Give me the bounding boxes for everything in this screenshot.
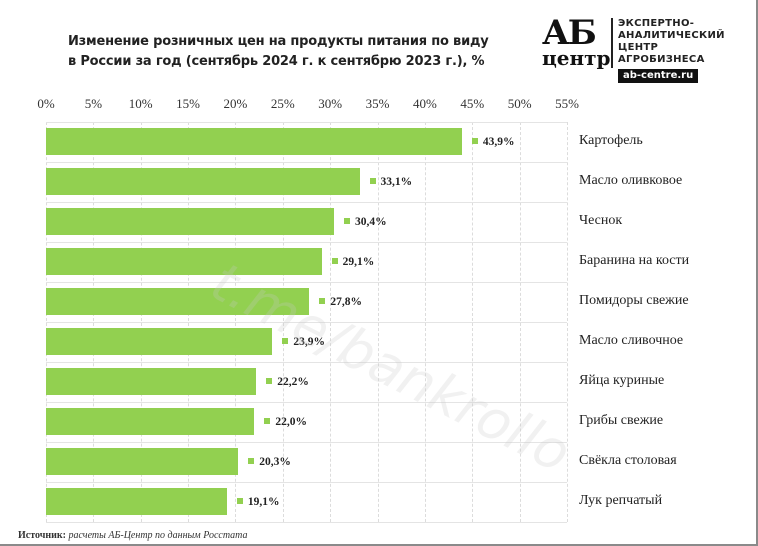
- x-axis-tick-label: 5%: [84, 96, 103, 111]
- data-label: 30,4%: [343, 215, 387, 229]
- legend-marker-icon: [264, 418, 271, 424]
- logo-text-line: АГРОБИЗНЕСА: [618, 54, 705, 65]
- bar: [46, 208, 334, 235]
- x-axis-tick-label: 10%: [128, 96, 153, 111]
- bar: [46, 408, 255, 435]
- logo-text-line: ЦЕНТР: [618, 42, 659, 53]
- gridline-horizontal: [46, 202, 567, 203]
- category-label: Масло оливковое: [579, 173, 683, 188]
- x-axis-tick-label: 40%: [412, 96, 437, 111]
- data-label-text: 29,1%: [342, 256, 375, 268]
- bar: [46, 168, 360, 195]
- data-label: 22,2%: [266, 375, 309, 389]
- source-note: Источник: расчеты АБ-Центр по данным Рос…: [18, 530, 248, 541]
- gridline-horizontal: [46, 402, 567, 403]
- gridline-horizontal: [46, 442, 567, 443]
- bar: [46, 288, 310, 315]
- x-axis-tick-label: 25%: [270, 96, 295, 111]
- data-label: 19,1%: [236, 495, 280, 509]
- data-label-text: 30,4%: [354, 216, 387, 228]
- data-label-text: 22,2%: [277, 376, 309, 388]
- data-label: 20,3%: [248, 455, 291, 469]
- category-label: Чеснок: [579, 213, 623, 228]
- category-label: Яйца куриные: [579, 373, 665, 388]
- category-label: Лук репчатый: [579, 493, 663, 508]
- legend-marker-icon: [343, 218, 350, 224]
- logo-url: ab-centre.ru: [618, 69, 699, 83]
- bar: [46, 368, 257, 395]
- gridline-horizontal: [46, 362, 567, 363]
- x-axis-tick-label: 15%: [176, 96, 200, 111]
- bar: [46, 448, 239, 475]
- bar: [46, 488, 227, 515]
- category-label: Масло сливочное: [579, 333, 684, 348]
- bar: [46, 328, 273, 355]
- legend-marker-icon: [369, 178, 376, 184]
- data-label-text: 20,3%: [259, 456, 291, 468]
- legend-marker-icon: [266, 378, 273, 384]
- logo-mark-bottom: центр: [542, 46, 611, 70]
- gridline-vertical: [567, 122, 568, 522]
- gridline-horizontal: [46, 122, 567, 123]
- data-label: 33,1%: [369, 175, 413, 189]
- x-axis-tick-label: 55%: [555, 96, 579, 111]
- category-label: Баранина на кости: [579, 253, 690, 268]
- data-label-text: 19,1%: [247, 496, 280, 508]
- data-label-text: 22,0%: [275, 416, 308, 428]
- x-axis-tick-label: 30%: [318, 96, 343, 111]
- gridline-horizontal: [46, 162, 567, 163]
- source-text: расчеты АБ-Центр по данным Росстата: [66, 530, 248, 541]
- ab-centre-logo: АБ центр ЭКСПЕРТНО- АНАЛИТИЧЕСКИЙ ЦЕНТР …: [540, 14, 740, 84]
- chart-title-line-1: Изменение розничных цен на продукты пита…: [68, 34, 489, 49]
- data-label: 43,9%: [471, 135, 515, 149]
- source-label: Источник:: [18, 530, 66, 541]
- chart-title: Изменение розничных цен на продукты пита…: [68, 32, 508, 72]
- bar: [46, 248, 322, 275]
- category-label: Помидоры свежие: [579, 293, 689, 308]
- gridline-horizontal: [46, 522, 567, 523]
- bar: [46, 128, 462, 155]
- plot-area: 43,9% 33,1% 30,4% 29,1% 27,8% 23,9% 22,2% 22,0%…: [46, 122, 568, 523]
- category-label: Грибы свежие: [579, 413, 664, 428]
- gridline-horizontal: [46, 482, 567, 483]
- data-label: 23,9%: [282, 335, 325, 349]
- category-label: Картофель: [579, 133, 643, 148]
- data-label: 22,0%: [264, 415, 307, 429]
- logo-text-line: АНАЛИТИЧЕСКИЙ: [618, 30, 725, 41]
- data-label-text: 43,9%: [482, 136, 515, 148]
- data-label-text: 23,9%: [293, 336, 326, 348]
- legend-marker-icon: [248, 458, 255, 464]
- legend-marker-icon: [331, 258, 338, 264]
- data-label-text: 33,1%: [380, 176, 413, 188]
- data-label: 29,1%: [331, 255, 375, 269]
- logo-divider: [611, 18, 613, 68]
- x-axis-tick-label: 0%: [37, 96, 55, 111]
- category-label: Свёкла столовая: [579, 453, 677, 468]
- legend-marker-icon: [319, 298, 326, 304]
- x-axis-tick-label: 20%: [223, 96, 248, 111]
- logo-text-line: ЭКСПЕРТНО-: [618, 18, 695, 29]
- legend-marker-icon: [236, 498, 243, 504]
- x-axis-tick-label: 35%: [365, 96, 390, 111]
- legend-marker-icon: [471, 138, 478, 144]
- data-label: 27,8%: [319, 295, 362, 309]
- x-axis-tick-label: 45%: [460, 96, 485, 111]
- data-label-text: 27,8%: [330, 296, 362, 308]
- x-axis-tick-label: 50%: [507, 96, 532, 111]
- gridline-horizontal: [46, 242, 567, 243]
- gridline-horizontal: [46, 322, 567, 323]
- logo-mark-top: АБ: [542, 13, 597, 53]
- chart-title-line-2: в России за год (сентябрь 2024 г. к сент…: [68, 54, 485, 69]
- gridline-horizontal: [46, 282, 567, 283]
- logo-text: ЭКСПЕРТНО- АНАЛИТИЧЕСКИЙ ЦЕНТР АГРОБИЗНЕ…: [618, 18, 725, 66]
- legend-marker-icon: [282, 338, 289, 344]
